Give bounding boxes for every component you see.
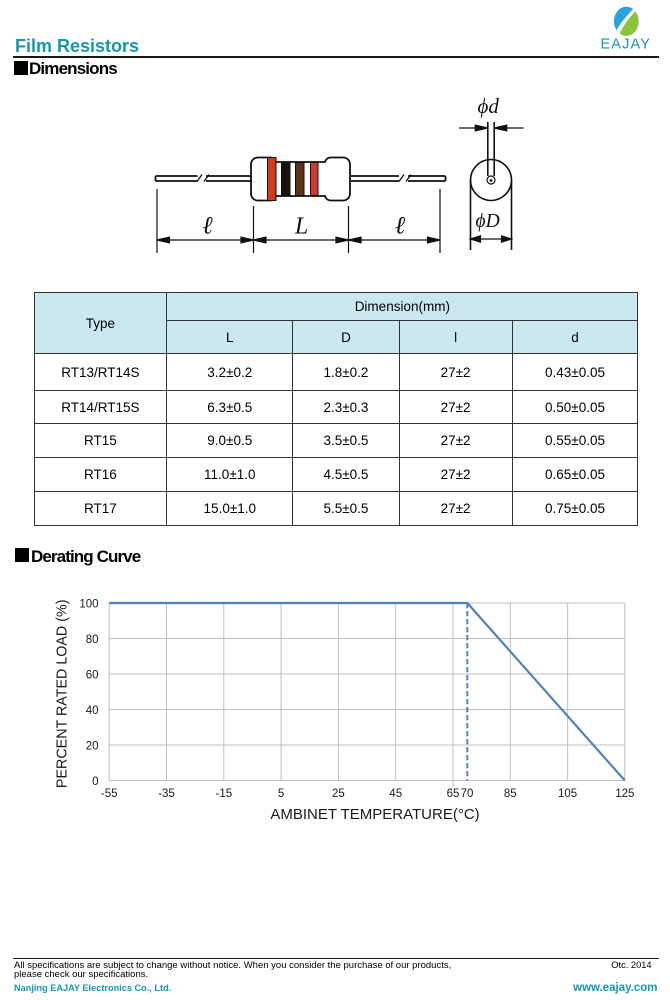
svg-text:-55: -55	[101, 788, 118, 800]
svg-text:ϕD: ϕD	[476, 211, 500, 232]
svg-text:ℓ: ℓ	[202, 213, 213, 240]
svg-text:ϕd: ϕd	[478, 94, 500, 118]
svg-text:5: 5	[278, 788, 284, 800]
svg-text:EAJAY: EAJAY	[600, 37, 651, 53]
svg-text:100: 100	[79, 598, 98, 610]
svg-text:125: 125	[615, 788, 634, 800]
svg-text:L: L	[294, 214, 308, 240]
svg-text:-15: -15	[215, 788, 232, 800]
svg-text:65: 65	[447, 788, 460, 800]
svg-text:20: 20	[86, 740, 99, 752]
svg-text:70: 70	[461, 788, 474, 800]
svg-text:ℓ: ℓ	[395, 213, 406, 240]
svg-text:-35: -35	[158, 788, 175, 800]
svg-text:85: 85	[504, 788, 517, 800]
svg-text:AMBINET TEMPERATURE(°C): AMBINET TEMPERATURE(°C)	[270, 806, 479, 823]
svg-text:105: 105	[558, 788, 577, 800]
svg-text:45: 45	[389, 788, 402, 800]
svg-text:25: 25	[332, 788, 345, 800]
svg-text:PERCENT RATED LOAD (%): PERCENT RATED LOAD (%)	[54, 600, 70, 789]
svg-text:40: 40	[86, 705, 99, 717]
svg-text:80: 80	[86, 634, 99, 646]
svg-text:60: 60	[86, 669, 99, 681]
svg-text:0: 0	[92, 776, 98, 788]
